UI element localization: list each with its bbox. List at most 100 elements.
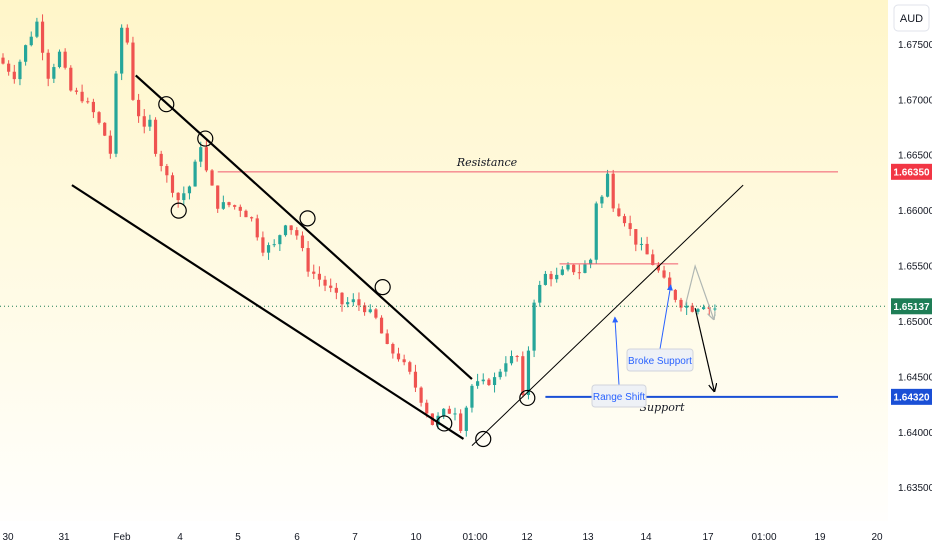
candle-body	[199, 147, 203, 162]
time-tick-label: 20	[871, 532, 883, 543]
candle-body	[340, 292, 344, 305]
range-shift-callout-box	[591, 384, 647, 408]
projection-arrow-alt	[684, 263, 714, 319]
price-tick-label: 1.65500	[898, 262, 932, 273]
candle-body	[538, 284, 542, 303]
candle-body	[227, 202, 231, 206]
time-tick-label: 14	[640, 532, 652, 543]
price-tick-label: 1.63500	[898, 483, 932, 494]
candle-body	[114, 73, 118, 154]
candle-body	[425, 402, 429, 414]
price-axis[interactable]: 1.67500 1.67000 1.66500 1.66000 1.65500 1.650…	[898, 40, 932, 494]
candle-body	[80, 91, 84, 102]
candle-body	[363, 305, 367, 313]
candle-body	[645, 243, 649, 255]
candle-body	[216, 185, 220, 209]
price-tick-label: 1.67000	[898, 95, 932, 106]
candle-body	[306, 248, 310, 272]
candle-body	[35, 21, 39, 37]
candle-body	[210, 170, 214, 186]
candle-body	[515, 356, 519, 358]
candle-body	[238, 206, 242, 211]
price-tick-label: 1.66000	[898, 206, 932, 217]
resistance-label: Resistance	[456, 156, 518, 169]
candle-body	[69, 67, 73, 91]
price-axis-panel	[888, 0, 932, 550]
candle-body	[323, 279, 327, 286]
candle-body	[193, 161, 197, 187]
price-tags: 1.66350 1.65137 1.64320	[891, 163, 932, 405]
candle-body	[182, 193, 186, 201]
candle-body	[142, 116, 146, 127]
candle-body	[560, 269, 564, 275]
time-tick-label: 01:00	[462, 532, 487, 543]
candle-body	[668, 277, 672, 290]
price-tag-current	[891, 298, 932, 315]
candle-body	[690, 305, 694, 312]
candle-body	[583, 264, 587, 273]
candle-body	[656, 264, 660, 271]
price-tag-current-text: 1.65137	[893, 302, 930, 313]
candle-body	[1, 57, 5, 64]
currency-button-label[interactable]: AUD	[900, 13, 923, 25]
candle-body	[532, 302, 536, 351]
candle-body	[476, 381, 480, 386]
candle-body	[611, 173, 615, 209]
candle-body	[52, 67, 56, 79]
range-shift-pointer	[612, 316, 620, 386]
candle-body	[103, 122, 107, 136]
candle-body	[492, 377, 497, 385]
candle-body	[334, 287, 338, 293]
candle-body	[176, 192, 180, 201]
candle-body	[379, 317, 384, 334]
candle-body	[272, 244, 276, 246]
time-tick-label: Feb	[113, 532, 131, 543]
touch-circle	[299, 210, 316, 227]
currency-button[interactable]: AUD	[893, 4, 930, 32]
candle-body	[165, 166, 169, 176]
candle-body	[46, 52, 50, 79]
candle-body	[278, 235, 282, 245]
candle-body	[651, 254, 655, 265]
candle-body	[108, 135, 112, 154]
candle-body	[509, 356, 514, 364]
price-tag-resistance-text: 1.66350	[893, 167, 930, 178]
candle-body	[594, 203, 598, 260]
time-tick-label: 19	[814, 532, 826, 543]
candle-body	[204, 147, 208, 171]
time-tick-label: 17	[702, 532, 714, 543]
projection-arrow-main	[694, 308, 714, 391]
candle-body	[250, 217, 254, 219]
candle-body	[605, 173, 610, 197]
candles	[1, 14, 717, 437]
touch-circle	[374, 279, 391, 296]
candle-body	[459, 413, 463, 431]
price-tag-support-text: 1.64320	[893, 392, 930, 403]
candle-body	[481, 379, 485, 382]
candle-body	[131, 42, 135, 100]
candle-body	[589, 259, 593, 265]
candle-body	[447, 408, 451, 414]
price-tag-support	[891, 388, 932, 405]
time-tick-label: 6	[294, 532, 300, 543]
candle-body	[346, 302, 350, 305]
candle-body	[221, 202, 225, 209]
candle-body	[300, 235, 305, 249]
candle-body	[396, 353, 401, 360]
price-tag-resistance	[891, 163, 932, 180]
candle-body	[40, 21, 45, 53]
candle-body	[317, 273, 321, 280]
time-axis[interactable]: 30 31 Feb 4 5 6 7 10 01:00 12 13 14 17 01:00 19 20	[2, 532, 883, 543]
candle-body	[7, 63, 11, 72]
candle-body	[255, 218, 259, 238]
candle-body	[526, 350, 531, 395]
range-shift-callout-text: Range Shift	[593, 392, 645, 403]
drawings	[0, 74, 888, 448]
candle-body	[577, 272, 581, 274]
price-tick-label: 1.67500	[898, 40, 932, 51]
candle-body	[266, 245, 271, 253]
touch-circle	[197, 130, 214, 147]
broke-support-callout-text: Broke Support	[628, 356, 692, 367]
